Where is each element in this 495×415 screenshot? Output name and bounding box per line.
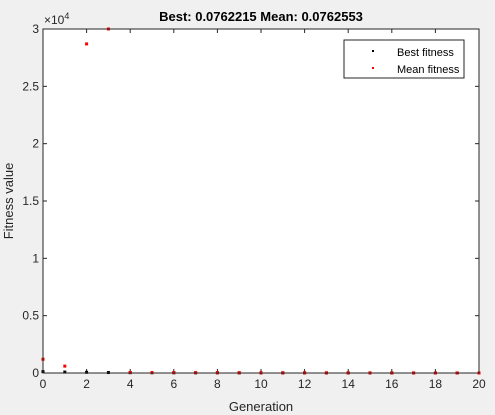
legend-marker-best xyxy=(372,50,374,52)
x-tick-label: 16 xyxy=(385,377,399,391)
plot-area xyxy=(43,29,479,373)
legend-box xyxy=(343,39,465,79)
best-fitness-point xyxy=(63,370,67,374)
x-tick-label: 18 xyxy=(429,377,443,391)
chart-title: Best: 0.0762215 Mean: 0.0762553 xyxy=(159,9,363,24)
mean-fitness-point xyxy=(63,364,67,368)
y-exponent-base: ×10 xyxy=(44,13,65,27)
legend-label-mean: Mean fitness xyxy=(397,64,460,76)
legend: Best fitness Mean fitness xyxy=(343,39,465,79)
y-tick-label: 0.5 xyxy=(22,309,39,323)
x-axis-label: Generation xyxy=(229,399,293,414)
y-tick-label: 1 xyxy=(32,251,39,265)
best-fitness-point xyxy=(85,370,89,374)
y-axis-label: Fitness value xyxy=(1,163,16,240)
x-tick-label: 14 xyxy=(342,377,356,391)
x-tick-label: 0 xyxy=(40,377,47,391)
mean-fitness-point xyxy=(85,42,89,46)
y-exponent-label: ×104 xyxy=(44,11,69,27)
legend-marker-mean xyxy=(372,67,374,69)
x-tick-label: 2 xyxy=(83,377,90,391)
x-tick-label: 10 xyxy=(254,377,268,391)
legend-label-best: Best fitness xyxy=(397,47,454,59)
plot-border xyxy=(42,28,480,374)
y-tick-label: 2.5 xyxy=(22,79,39,93)
x-tick-label: 4 xyxy=(127,377,134,391)
x-tick-label: 12 xyxy=(298,377,312,391)
y-tick-label: 2 xyxy=(32,137,39,151)
y-exponent-power: 4 xyxy=(64,11,69,21)
x-tick-label: 6 xyxy=(170,377,177,391)
y-tick-label: 0 xyxy=(32,366,39,380)
x-tick-label: 8 xyxy=(214,377,221,391)
y-tick-label: 1.5 xyxy=(22,194,39,208)
x-tick-label: 20 xyxy=(472,377,486,391)
y-tick-label: 3 xyxy=(32,22,39,36)
